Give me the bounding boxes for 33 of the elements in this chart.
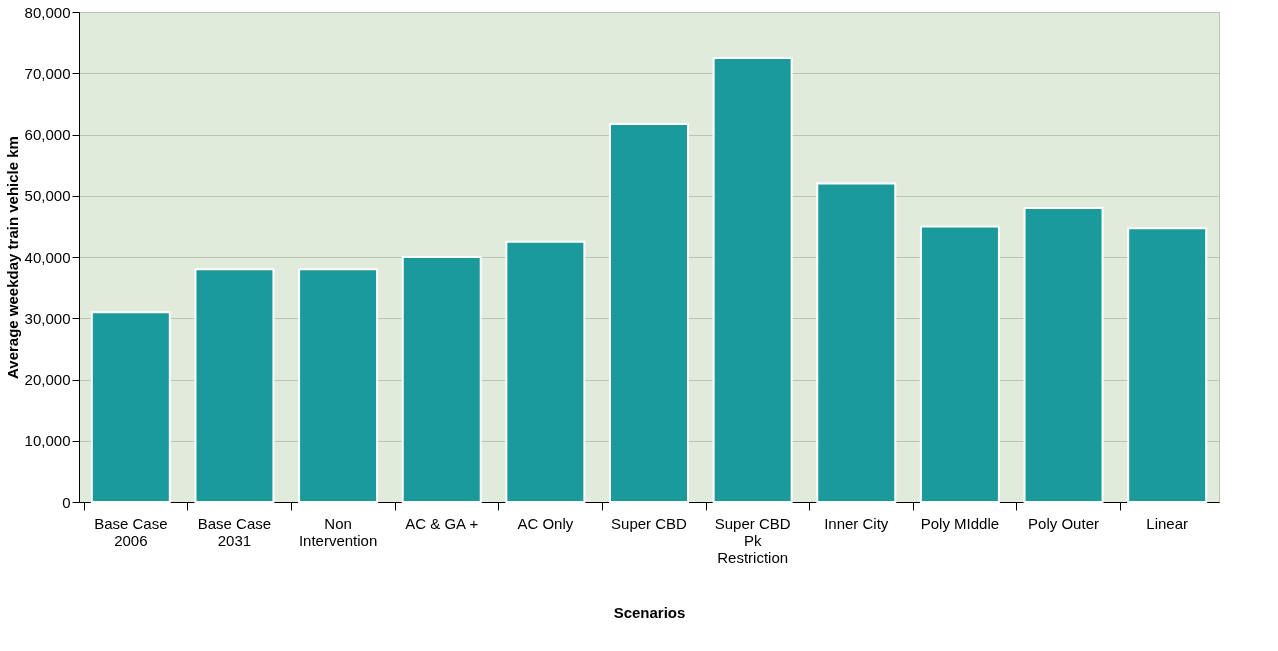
bar: [919, 225, 1000, 503]
y-tick-label: 20,000: [24, 371, 71, 388]
x-tick-label: Super CBD Pk Restriction: [714, 514, 791, 566]
y-tick-label: 40,000: [24, 248, 71, 266]
bar: [1127, 227, 1208, 503]
bar: [298, 268, 379, 503]
x-tick-label: Linear: [1146, 514, 1189, 532]
x-tick-label: Base Case 2031: [197, 514, 272, 549]
y-tick-label: 70,000: [24, 64, 71, 82]
bar: [194, 268, 275, 503]
bar: [712, 56, 793, 503]
y-tick-label: 60,000: [24, 126, 71, 143]
y-tick-label: 0: [62, 493, 71, 511]
x-tick-label: AC Only: [517, 514, 574, 532]
x-tick-label: Super CBD: [611, 514, 688, 532]
y-tick-label: 80,000: [24, 3, 71, 21]
y-tick-label: 30,000: [24, 309, 71, 327]
bar: [401, 256, 482, 503]
bar: [816, 182, 897, 503]
x-tick-label: Non Intervention: [298, 514, 378, 549]
bar: [90, 311, 171, 503]
y-tick-label: 10,000: [24, 432, 71, 450]
y-axis-title: Average weekday train vehicle km: [3, 136, 21, 379]
bar: [609, 123, 689, 503]
x-tick-label: AC & GA +: [405, 514, 479, 532]
x-tick-label: Poly Outer: [1028, 514, 1099, 532]
y-tick-label: 50,000: [24, 187, 71, 205]
x-axis-title: Scenarios: [613, 603, 686, 621]
x-tick-label: Base Case 2006: [94, 514, 168, 549]
bar: [505, 240, 586, 503]
bar: [1023, 207, 1104, 503]
x-tick-label: Inner City: [824, 514, 889, 532]
x-tick-label: Poly MIddle: [920, 514, 1000, 532]
